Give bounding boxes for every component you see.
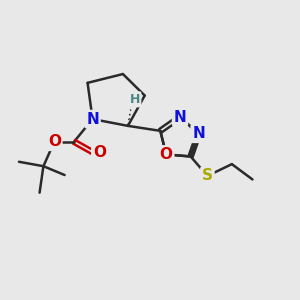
Text: O: O [160,147,173,162]
Text: N: N [192,126,205,141]
Text: N: N [86,112,99,127]
Text: H: H [130,93,140,106]
Text: O: O [93,146,106,160]
Text: O: O [48,134,61,149]
Text: S: S [202,168,213,183]
Text: N: N [174,110,186,124]
